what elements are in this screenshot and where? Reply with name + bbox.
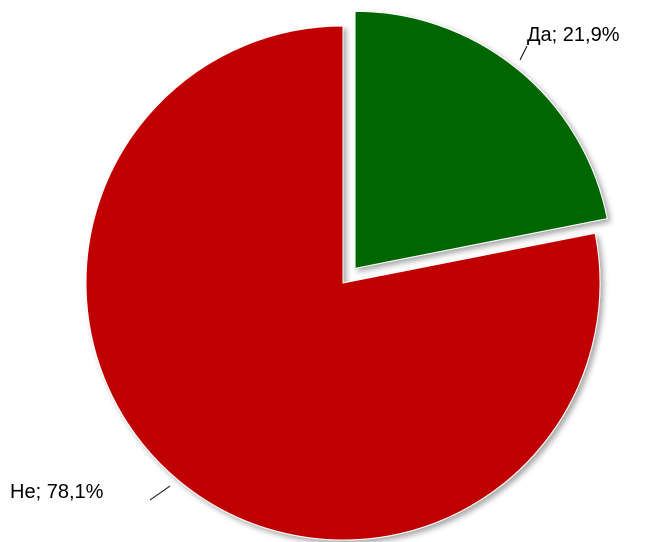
data-label: Да; 21,9% [527,24,620,46]
label-separator: ; [36,481,47,503]
pie-slice [354,10,608,269]
label-value: 21,9% [563,24,620,46]
label-category: Не [10,481,36,503]
label-value: 78,1% [47,481,104,503]
leader-line [519,45,528,61]
label-separator: ; [552,24,563,46]
leader-line [149,485,171,501]
data-label: Не; 78,1% [10,481,104,503]
pie-slice [85,25,601,541]
label-category: Да [527,24,553,46]
